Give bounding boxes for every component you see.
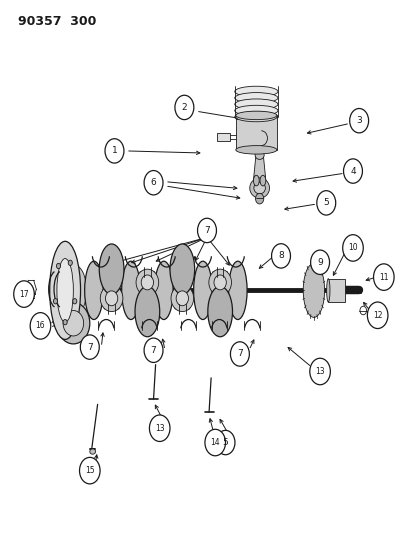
Ellipse shape [228, 261, 247, 319]
Ellipse shape [234, 93, 277, 103]
Ellipse shape [57, 303, 90, 344]
Circle shape [366, 302, 387, 328]
Polygon shape [212, 272, 227, 312]
Text: 13: 13 [154, 424, 164, 433]
Circle shape [349, 109, 368, 133]
Ellipse shape [302, 263, 324, 317]
Circle shape [316, 191, 335, 215]
Circle shape [144, 338, 163, 362]
Ellipse shape [99, 244, 123, 294]
Circle shape [255, 193, 263, 204]
Text: 15: 15 [85, 466, 95, 475]
Ellipse shape [326, 279, 329, 302]
Text: 12: 12 [372, 311, 382, 320]
Ellipse shape [234, 112, 277, 122]
Bar [352, 287, 360, 293]
Circle shape [175, 95, 193, 119]
Ellipse shape [259, 175, 265, 186]
Circle shape [309, 358, 330, 385]
Ellipse shape [50, 241, 81, 340]
Text: 11: 11 [378, 272, 388, 281]
Circle shape [342, 235, 362, 261]
Circle shape [144, 171, 163, 195]
Ellipse shape [235, 146, 276, 154]
Text: 7: 7 [87, 343, 93, 352]
Ellipse shape [234, 106, 277, 116]
Circle shape [30, 313, 51, 339]
Ellipse shape [170, 244, 194, 294]
Text: 14: 14 [210, 438, 219, 447]
Ellipse shape [63, 311, 83, 336]
Circle shape [216, 430, 235, 455]
Circle shape [343, 159, 361, 183]
Ellipse shape [105, 291, 117, 306]
Circle shape [149, 415, 170, 441]
Ellipse shape [249, 178, 269, 198]
Ellipse shape [57, 259, 73, 322]
Ellipse shape [100, 285, 123, 312]
Ellipse shape [176, 291, 188, 306]
Ellipse shape [234, 86, 277, 97]
Ellipse shape [253, 175, 259, 186]
Text: 16: 16 [36, 321, 45, 330]
Text: 8: 8 [278, 252, 283, 261]
Text: 5: 5 [222, 438, 228, 447]
Text: 6: 6 [150, 178, 156, 187]
Polygon shape [104, 269, 119, 309]
Ellipse shape [359, 306, 366, 315]
Polygon shape [252, 151, 266, 184]
Bar [235, 115, 276, 150]
Circle shape [230, 342, 249, 366]
Text: 10: 10 [347, 244, 357, 253]
Text: 2: 2 [181, 103, 187, 112]
Circle shape [63, 319, 67, 325]
Circle shape [68, 260, 72, 265]
Circle shape [53, 298, 57, 304]
Ellipse shape [193, 261, 211, 319]
Text: 3: 3 [356, 116, 361, 125]
Text: 9: 9 [316, 258, 322, 266]
Ellipse shape [208, 269, 231, 296]
Circle shape [14, 281, 34, 308]
Circle shape [373, 264, 393, 290]
Ellipse shape [235, 111, 276, 119]
Circle shape [73, 298, 77, 304]
Polygon shape [140, 272, 154, 312]
Ellipse shape [62, 265, 86, 316]
Circle shape [204, 429, 225, 456]
Ellipse shape [154, 261, 173, 319]
Ellipse shape [171, 285, 193, 312]
Ellipse shape [141, 275, 153, 290]
Ellipse shape [254, 151, 263, 159]
Polygon shape [175, 269, 189, 309]
Text: 7: 7 [204, 226, 209, 235]
Circle shape [79, 457, 100, 484]
Circle shape [197, 218, 216, 243]
Ellipse shape [253, 182, 265, 194]
Text: 7: 7 [150, 346, 156, 355]
Circle shape [56, 263, 60, 269]
Text: 1: 1 [112, 147, 117, 156]
Circle shape [310, 250, 329, 274]
Circle shape [271, 244, 290, 268]
Ellipse shape [235, 112, 276, 122]
Ellipse shape [207, 286, 232, 337]
Text: 7: 7 [237, 350, 242, 359]
Text: 17: 17 [19, 289, 29, 298]
Ellipse shape [135, 286, 159, 337]
Ellipse shape [121, 261, 140, 319]
Text: 13: 13 [315, 367, 324, 376]
Text: 90357  300: 90357 300 [18, 14, 96, 28]
Ellipse shape [90, 449, 95, 454]
Ellipse shape [214, 275, 226, 290]
Ellipse shape [84, 261, 103, 319]
Bar [217, 133, 229, 141]
Bar [328, 279, 344, 302]
Ellipse shape [136, 269, 158, 296]
Circle shape [80, 335, 99, 359]
Text: 5: 5 [323, 198, 328, 207]
Text: 4: 4 [349, 166, 355, 175]
Circle shape [105, 139, 123, 163]
Ellipse shape [234, 99, 277, 110]
